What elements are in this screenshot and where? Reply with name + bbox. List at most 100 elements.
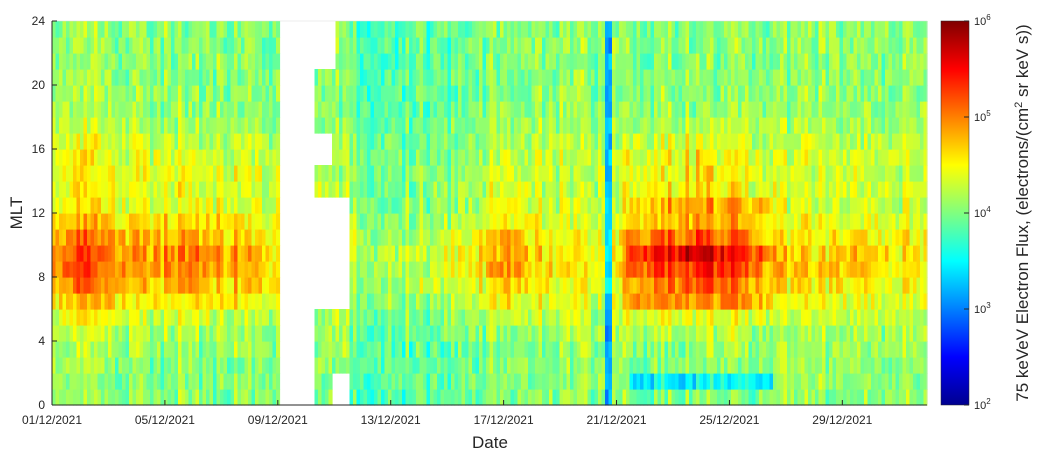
heatmap-cell [395,373,400,390]
heatmap-cell [633,197,638,214]
heatmap-cell [111,309,116,326]
heatmap-cell [612,149,617,166]
heatmap-cell [636,229,641,246]
heatmap-cell [391,325,396,342]
heatmap-cell [528,293,533,310]
heatmap-cell [272,197,277,214]
heatmap-cell [612,325,617,342]
heatmap-cell [143,69,148,86]
heatmap-cell [391,69,396,86]
heatmap-cell [748,277,753,294]
heatmap-cell [370,133,375,150]
heatmap-cell [454,341,459,358]
heatmap-cell [160,325,165,342]
heatmap-cell [521,261,526,278]
heatmap-cell [542,357,547,374]
heatmap-cell [458,309,463,326]
heatmap-cell [552,133,557,150]
heatmap-cell [426,389,431,406]
heatmap-cell [825,165,830,182]
heatmap-cell [258,341,263,358]
heatmap-cell [479,117,484,134]
heatmap-cell [591,245,596,262]
heatmap-cell [360,229,365,246]
heatmap-cell [500,293,505,310]
heatmap-cell [762,69,767,86]
heatmap-cell [780,309,785,326]
heatmap-cell [157,357,162,374]
heatmap-cell [479,261,484,278]
heatmap-cell [409,293,414,310]
heatmap-cell [776,373,781,390]
heatmap-cell [433,293,438,310]
heatmap-cell [136,165,141,182]
heatmap-cell [90,133,95,150]
heatmap-cell [573,357,578,374]
heatmap-cell [241,229,246,246]
heatmap-cell [276,293,281,310]
heatmap-cell [773,133,778,150]
heatmap-cell [97,245,102,262]
heatmap-cell [720,293,725,310]
heatmap-cell [255,389,260,406]
heatmap-cell [437,85,442,102]
heatmap-cell [409,325,414,342]
heatmap-cell [720,213,725,230]
heatmap-cell [584,85,589,102]
heatmap-cell [804,373,809,390]
heatmap-cell [710,229,715,246]
heatmap-cell [423,133,428,150]
heatmap-cell [486,389,491,406]
heatmap-cell [150,37,155,54]
heatmap-cell [160,53,165,70]
heatmap-cell [507,133,512,150]
heatmap-cell [206,357,211,374]
heatmap-cell [454,197,459,214]
heatmap-cell [405,181,410,198]
heatmap-cell [377,309,382,326]
heatmap-cell [272,181,277,198]
heatmap-cell [689,213,694,230]
heatmap-cell [675,213,680,230]
heatmap-cell [356,293,361,310]
heatmap-cell [370,229,375,246]
heatmap-cell [717,357,722,374]
heatmap-cell [206,53,211,70]
heatmap-cell [90,389,95,406]
heatmap-cell [447,373,452,390]
heatmap-cell [619,213,624,230]
heatmap-cell [640,245,645,262]
heatmap-cell [486,37,491,54]
heatmap-cell [549,101,554,118]
heatmap-cell [104,389,109,406]
heatmap-cell [90,229,95,246]
heatmap-cell [556,389,561,406]
heatmap-cell [815,85,820,102]
heatmap-cell [171,213,176,230]
heatmap-cell [605,261,610,278]
heatmap-cell [678,341,683,358]
heatmap-cell [339,69,344,86]
heatmap-cell [55,261,60,278]
heatmap-cell [601,53,606,70]
heatmap-cell [752,149,757,166]
heatmap-cell [643,53,648,70]
heatmap-cell [143,341,148,358]
heatmap-cell [489,117,494,134]
heatmap-cell [608,293,613,310]
heatmap-cell [440,21,445,38]
heatmap-cell [178,149,183,166]
heatmap-cell [419,373,424,390]
heatmap-cell [87,341,92,358]
heatmap-cell [822,149,827,166]
heatmap-cell [703,133,708,150]
heatmap-cell [790,341,795,358]
heatmap-cell [199,357,204,374]
heatmap-cell [206,85,211,102]
heatmap-cell [605,165,610,182]
heatmap-cell [794,53,799,70]
heatmap-cell [97,165,102,182]
heatmap-cell [769,277,774,294]
heatmap-cell [486,165,491,182]
heatmap-cell [755,37,760,54]
